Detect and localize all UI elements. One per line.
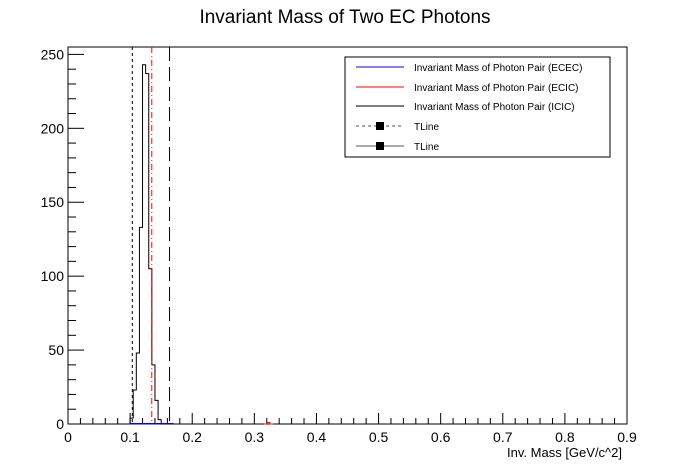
x-tick-label: 0.9: [617, 429, 637, 445]
reference-lines: [131, 47, 171, 424]
series-2-histogram: [129, 64, 171, 425]
legend-swatch-marker: [376, 122, 384, 130]
legend-entry: TLine: [356, 142, 439, 153]
y-tick-label: 50: [48, 342, 64, 358]
legend-entry: Invariant Mass of Photon Pair (ICIC): [356, 102, 575, 113]
histogram-series: [129, 64, 273, 425]
y-tick-label: 100: [41, 268, 65, 284]
legend: Invariant Mass of Photon Pair (ECEC) Inva…: [344, 56, 611, 158]
x-tick-label: 0.1: [120, 429, 140, 445]
y-tick-label: 0: [56, 416, 64, 432]
y-tick-label: 200: [41, 120, 65, 136]
legend-label: Invariant Mass of Photon Pair (ICIC): [414, 102, 575, 113]
legend-box: [344, 56, 611, 158]
legend-entry: Invariant Mass of Photon Pair (ECEC): [356, 63, 582, 74]
x-tick-label: 0.4: [307, 429, 327, 445]
x-tick-label: 0.2: [182, 429, 202, 445]
y-tick-label: 150: [41, 194, 65, 210]
x-tick-labels: 0 0.1 0.2 0.3 0.4 0.5 0.6 0.7 0.8 0.9: [64, 429, 637, 445]
x-tick-label: 0.3: [245, 429, 265, 445]
x-tick-label: 0.7: [493, 429, 513, 445]
y-tick-labels: 0 50 100 150 200 250: [41, 46, 65, 432]
x-tick-label: 0.5: [369, 429, 389, 445]
legend-label: Invariant Mass of Photon Pair (ECIC): [414, 83, 579, 94]
legend-swatch-marker: [376, 142, 384, 150]
chart-title: Invariant Mass of Two EC Photons: [199, 7, 490, 28]
legend-label: TLine: [414, 142, 439, 153]
legend-label: Invariant Mass of Photon Pair (ECEC): [414, 63, 582, 74]
plot-frame: [67, 46, 628, 425]
x-tick-label: 0.8: [555, 429, 575, 445]
legend-label: TLine: [414, 122, 439, 133]
x-tick-label: 0: [64, 429, 72, 445]
x-axis-label: Inv. Mass [GeV/c^2]: [507, 445, 622, 460]
y-tick-label: 250: [41, 46, 65, 62]
legend-entry: Invariant Mass of Photon Pair (ECIC): [356, 83, 579, 94]
legend-entry: TLine: [356, 122, 439, 133]
x-tick-label: 0.6: [431, 429, 451, 445]
axis-ticks: [67, 53, 628, 425]
